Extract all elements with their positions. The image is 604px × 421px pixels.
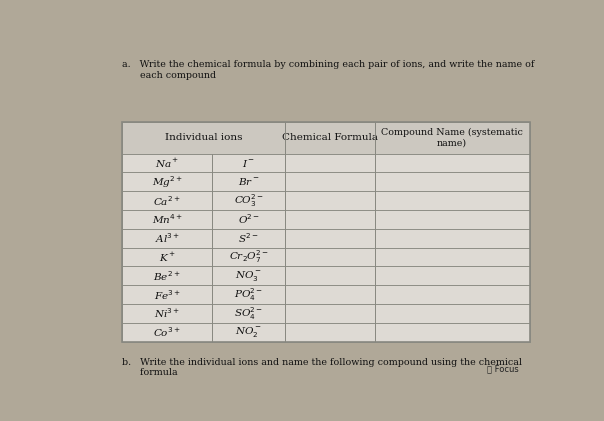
- Text: Be$^{2+}$: Be$^{2+}$: [153, 269, 181, 283]
- Bar: [122, 122, 285, 154]
- Bar: [375, 266, 530, 285]
- Bar: [212, 248, 285, 266]
- Bar: [285, 210, 375, 229]
- Bar: [285, 266, 375, 285]
- Bar: [285, 304, 375, 323]
- Bar: [122, 210, 212, 229]
- Text: NO$_2^-$: NO$_2^-$: [235, 325, 262, 339]
- Text: NO$_3^-$: NO$_3^-$: [235, 269, 262, 283]
- Bar: [375, 173, 530, 191]
- Bar: [285, 248, 375, 266]
- Text: ⌖ Focus: ⌖ Focus: [487, 364, 519, 373]
- Text: PO$_4^{2-}$: PO$_4^{2-}$: [234, 286, 263, 303]
- Text: b.   Write the individual ions and name the following compound using the chemica: b. Write the individual ions and name th…: [122, 358, 522, 377]
- Bar: [212, 210, 285, 229]
- Text: K$^+$: K$^+$: [159, 250, 176, 264]
- Bar: [375, 285, 530, 304]
- Bar: [122, 122, 530, 341]
- Bar: [285, 285, 375, 304]
- Bar: [122, 248, 212, 266]
- Text: Br$^-$: Br$^-$: [238, 176, 259, 187]
- Text: Chemical Formula: Chemical Formula: [282, 133, 378, 142]
- Bar: [212, 191, 285, 210]
- Bar: [375, 323, 530, 341]
- Text: Ca$^{2+}$: Ca$^{2+}$: [153, 194, 181, 208]
- Text: Individual ions: Individual ions: [165, 133, 243, 142]
- Bar: [122, 304, 212, 323]
- Bar: [375, 122, 530, 154]
- Bar: [285, 323, 375, 341]
- Text: Mn$^{4+}$: Mn$^{4+}$: [152, 213, 182, 226]
- Bar: [212, 173, 285, 191]
- Bar: [122, 323, 212, 341]
- Bar: [375, 304, 530, 323]
- Bar: [212, 229, 285, 248]
- Text: Al$^{3+}$: Al$^{3+}$: [155, 231, 179, 245]
- Bar: [375, 229, 530, 248]
- Text: Co$^{3+}$: Co$^{3+}$: [153, 325, 181, 339]
- Text: O$^{2-}$: O$^{2-}$: [237, 213, 260, 226]
- Bar: [212, 323, 285, 341]
- Bar: [285, 191, 375, 210]
- Text: CO$_3^{2-}$: CO$_3^{2-}$: [234, 192, 263, 209]
- Bar: [212, 285, 285, 304]
- Bar: [285, 229, 375, 248]
- Bar: [375, 191, 530, 210]
- Bar: [285, 122, 375, 154]
- Bar: [212, 154, 285, 173]
- Bar: [285, 173, 375, 191]
- Bar: [212, 266, 285, 285]
- Bar: [122, 285, 212, 304]
- Bar: [122, 173, 212, 191]
- Bar: [122, 191, 212, 210]
- Text: a.   Write the chemical formula by combining each pair of ions, and write the na: a. Write the chemical formula by combini…: [122, 60, 535, 80]
- Text: Mg$^{2+}$: Mg$^{2+}$: [152, 174, 182, 190]
- Bar: [212, 304, 285, 323]
- Bar: [375, 248, 530, 266]
- Text: I$^-$: I$^-$: [242, 157, 255, 168]
- Text: Fe$^{3+}$: Fe$^{3+}$: [153, 288, 181, 301]
- Text: Compound Name (systematic
name): Compound Name (systematic name): [381, 128, 523, 147]
- Bar: [375, 210, 530, 229]
- Text: S$^{2-}$: S$^{2-}$: [239, 231, 259, 245]
- Bar: [285, 154, 375, 173]
- Bar: [122, 229, 212, 248]
- Text: SO$_4^{2-}$: SO$_4^{2-}$: [234, 305, 263, 322]
- Text: Na$^+$: Na$^+$: [155, 157, 179, 170]
- Bar: [375, 154, 530, 173]
- Text: Cr$_2$O$_7^{2-}$: Cr$_2$O$_7^{2-}$: [229, 249, 269, 265]
- Bar: [122, 154, 212, 173]
- Bar: [122, 266, 212, 285]
- Text: Ni$^{3+}$: Ni$^{3+}$: [154, 306, 180, 320]
